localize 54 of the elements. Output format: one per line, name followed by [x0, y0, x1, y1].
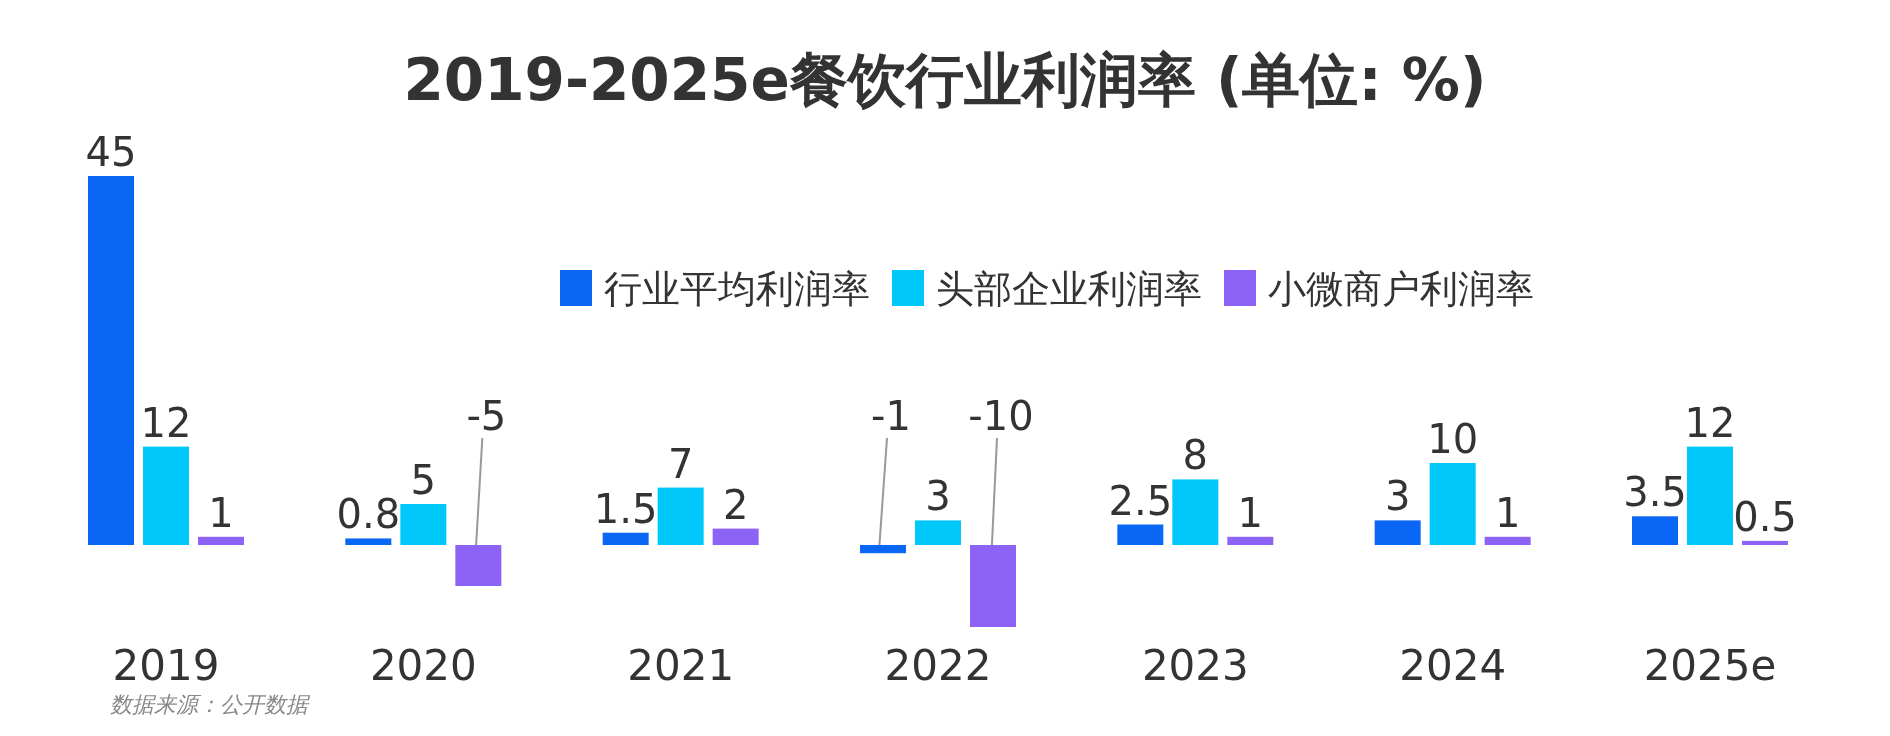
data-label: 3 — [925, 473, 951, 520]
x-tick-label: 2024 — [1399, 641, 1507, 690]
bar — [1374, 520, 1421, 545]
data-label: -5 — [466, 393, 507, 439]
bar — [602, 532, 649, 545]
legend-label: 小微商户利润率 — [1268, 267, 1534, 311]
data-label: 1 — [1237, 489, 1264, 536]
data-label: 1 — [208, 489, 234, 536]
legend-label: 头部企业利润率 — [936, 267, 1202, 311]
bar — [1742, 540, 1788, 545]
data-label: 7 — [667, 440, 694, 487]
data-label: 2.5 — [1108, 477, 1173, 524]
bar — [400, 504, 447, 545]
data-label: 10 — [1427, 416, 1479, 462]
data-label: 3 — [1384, 473, 1411, 520]
data-label: 1 — [1494, 489, 1521, 536]
data-label: 8 — [1182, 432, 1209, 479]
data-label: 3.5 — [1623, 469, 1687, 516]
bar — [915, 520, 961, 545]
bar — [1172, 479, 1219, 545]
bar — [1117, 524, 1164, 545]
bar — [657, 487, 704, 545]
x-tick-label: 2025e — [1643, 641, 1777, 690]
data-label: 0.8 — [336, 491, 401, 538]
x-tick-label: 2020 — [369, 641, 477, 690]
data-label: 12 — [140, 399, 192, 446]
bar — [88, 176, 134, 545]
x-tick-label: 2022 — [884, 641, 992, 690]
bar — [712, 528, 759, 545]
bar — [970, 545, 1016, 627]
data-label: -1 — [871, 393, 911, 439]
bar — [1687, 446, 1733, 545]
bar — [1227, 536, 1274, 545]
bar — [1484, 536, 1531, 545]
chart-title: 2019-2025e餐饮行业利润率 (单位: %) — [403, 46, 1487, 114]
x-tick-label: 2021 — [627, 641, 735, 690]
bar — [345, 538, 392, 545]
bar — [455, 545, 502, 586]
bar — [1429, 463, 1476, 545]
data-label: 12 — [1684, 399, 1736, 446]
data-label: 2 — [722, 481, 749, 528]
bar — [198, 536, 244, 545]
bar — [860, 545, 906, 554]
x-tick-label: 2019 — [112, 641, 220, 690]
data-label: 0.5 — [1733, 493, 1797, 540]
data-label: 1.5 — [593, 485, 658, 532]
x-tick-label: 2023 — [1141, 641, 1249, 690]
source-note: 数据来源：公开数据 — [110, 692, 311, 717]
data-label: 5 — [410, 457, 437, 503]
bar — [1632, 516, 1678, 545]
data-label: -10 — [968, 393, 1034, 439]
legend-label: 行业平均利润率 — [604, 267, 870, 311]
bar — [143, 446, 189, 545]
data-label: 45 — [85, 129, 137, 175]
